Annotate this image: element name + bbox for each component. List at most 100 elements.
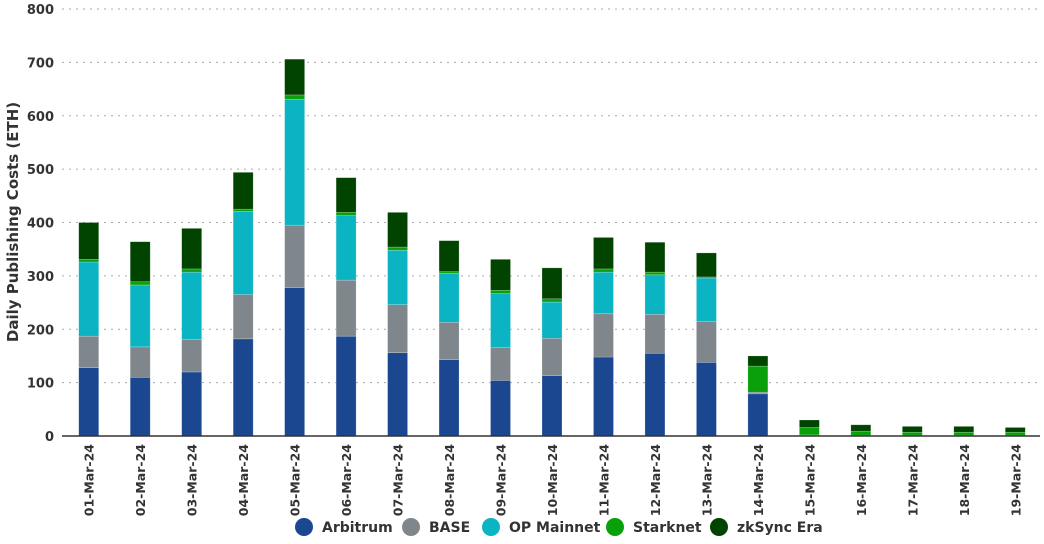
legend: Arbitrum BASE OP Mainnet Starknet zkSync Era [295, 518, 823, 536]
bar-segment-base [181, 339, 202, 373]
bar-segment-zksync-era [284, 58, 305, 96]
bar-segment-op-mainnet [78, 261, 100, 337]
bar-segment-op-mainnet [438, 272, 460, 323]
bar-segment-base [747, 391, 769, 395]
bar-segment-zksync-era [696, 252, 717, 278]
bar-segment-zksync-era [747, 355, 769, 367]
y-tick-label: 600 [27, 110, 54, 125]
bar-segment-starknet [78, 259, 100, 263]
bar-segment-zksync-era [902, 426, 923, 433]
bar-segment-op-mainnet [696, 277, 717, 322]
bar-segment-zksync-era [490, 259, 511, 291]
bar-segment-op-mainnet [284, 98, 305, 226]
bar-segment-starknet [387, 246, 408, 251]
bar-segment-zksync-era [129, 241, 151, 283]
legend-marker-icon [295, 518, 313, 536]
bar-segment-zksync-era [181, 228, 202, 270]
x-tick-label: 16-Mar-24 [854, 444, 869, 517]
bar-segment-starknet [129, 281, 151, 286]
legend-item: OP Mainnet [482, 518, 601, 536]
bar-segment-starknet [284, 94, 305, 100]
legend-label: zkSync Era [737, 520, 823, 536]
legend-item: BASE [402, 518, 470, 536]
x-tick-label: 14-Mar-24 [751, 444, 766, 517]
bar-segment-op-mainnet [593, 271, 614, 315]
bar-segment-arbitrum [78, 367, 100, 437]
bar-segment-starknet [541, 298, 563, 303]
bar-segment-arbitrum [696, 362, 717, 437]
bar-segment-base [335, 279, 357, 337]
x-tick-label: 19-Mar-24 [1008, 444, 1023, 517]
x-tick-label: 15-Mar-24 [802, 444, 817, 517]
bar-segment-starknet [490, 289, 511, 294]
y-tick-label: 0 [45, 430, 54, 445]
gridlines [62, 8, 1040, 384]
bar-segment-zksync-era [387, 212, 408, 248]
bar-segment-arbitrum [747, 393, 769, 437]
bar-segment-arbitrum [593, 356, 614, 437]
x-tick-label: 11-Mar-24 [596, 444, 611, 517]
y-tick-label: 400 [27, 217, 54, 232]
bar-segment-starknet [747, 365, 769, 393]
y-tick-label: 100 [27, 377, 54, 392]
bar-segment-starknet [850, 430, 872, 436]
y-axis-label: Daily Publishing Costs (ETH) [4, 102, 22, 342]
bar-segment-arbitrum [387, 352, 408, 437]
bar-segment-base [490, 347, 511, 381]
x-tick-label: 17-Mar-24 [905, 444, 920, 517]
bar-segment-zksync-era [541, 267, 563, 300]
x-tick-label: 01-Mar-24 [82, 444, 97, 517]
bar-segment-base [387, 304, 408, 354]
bar-segment-op-mainnet [181, 271, 202, 340]
bar-segment-starknet [644, 271, 666, 276]
legend-label: BASE [429, 520, 470, 536]
bar-segment-zksync-era [78, 222, 100, 260]
bar-segment-starknet [335, 212, 357, 216]
x-axis-ticks: 01-Mar-24 02-Mar-24 03-Mar-24 04-Mar-24 05-M… [82, 444, 1024, 517]
bar-segment-zksync-era [850, 424, 872, 432]
bar-segment-arbitrum [541, 375, 563, 437]
legend-item: zkSync Era [710, 518, 823, 536]
bar-segment-arbitrum [490, 380, 511, 437]
legend-marker-icon [606, 518, 624, 536]
x-tick-label: 09-Mar-24 [494, 444, 509, 517]
bar-segment-arbitrum [232, 338, 254, 437]
bar-segment-op-mainnet [335, 215, 357, 281]
bar-segment-zksync-era [593, 237, 614, 270]
x-tick-label: 03-Mar-24 [185, 444, 200, 517]
bar-segment-op-mainnet [644, 274, 666, 315]
bar-segment-base [129, 346, 151, 378]
bar-segment-base [78, 335, 100, 368]
bar-segment-zksync-era [232, 172, 254, 210]
bar-segment-zksync-era [953, 426, 975, 433]
y-tick-label: 500 [27, 163, 54, 178]
bar-segment-starknet [181, 268, 202, 273]
bar-segment-starknet [799, 427, 820, 436]
bar-segment-arbitrum [644, 352, 666, 437]
bars [78, 58, 1026, 437]
y-tick-label: 200 [27, 323, 54, 338]
bar-segment-arbitrum [129, 376, 151, 437]
bar-segment-op-mainnet [387, 249, 408, 305]
y-tick-label: 800 [27, 3, 54, 18]
bar-segment-arbitrum [284, 287, 305, 437]
bar-segment-op-mainnet [129, 284, 151, 348]
x-tick-label: 02-Mar-24 [133, 444, 148, 517]
bar-segment-starknet [232, 208, 254, 212]
bar-segment-op-mainnet [232, 210, 254, 295]
x-tick-label: 05-Mar-24 [288, 444, 303, 517]
bar-segment-zksync-era [644, 241, 666, 273]
legend-label: OP Mainnet [509, 520, 601, 536]
bar-segment-arbitrum [181, 371, 202, 437]
x-tick-label: 13-Mar-24 [699, 444, 714, 517]
bar-segment-base [696, 320, 717, 363]
bar-segment-base [232, 294, 254, 340]
bar-segment-arbitrum [438, 359, 460, 437]
bar-segment-op-mainnet [541, 301, 563, 339]
bar-segment-base [284, 224, 305, 288]
legend-item: Arbitrum [295, 518, 393, 536]
legend-marker-icon [402, 518, 420, 536]
bar-segment-zksync-era [335, 177, 357, 213]
x-tick-label: 08-Mar-24 [442, 444, 457, 517]
